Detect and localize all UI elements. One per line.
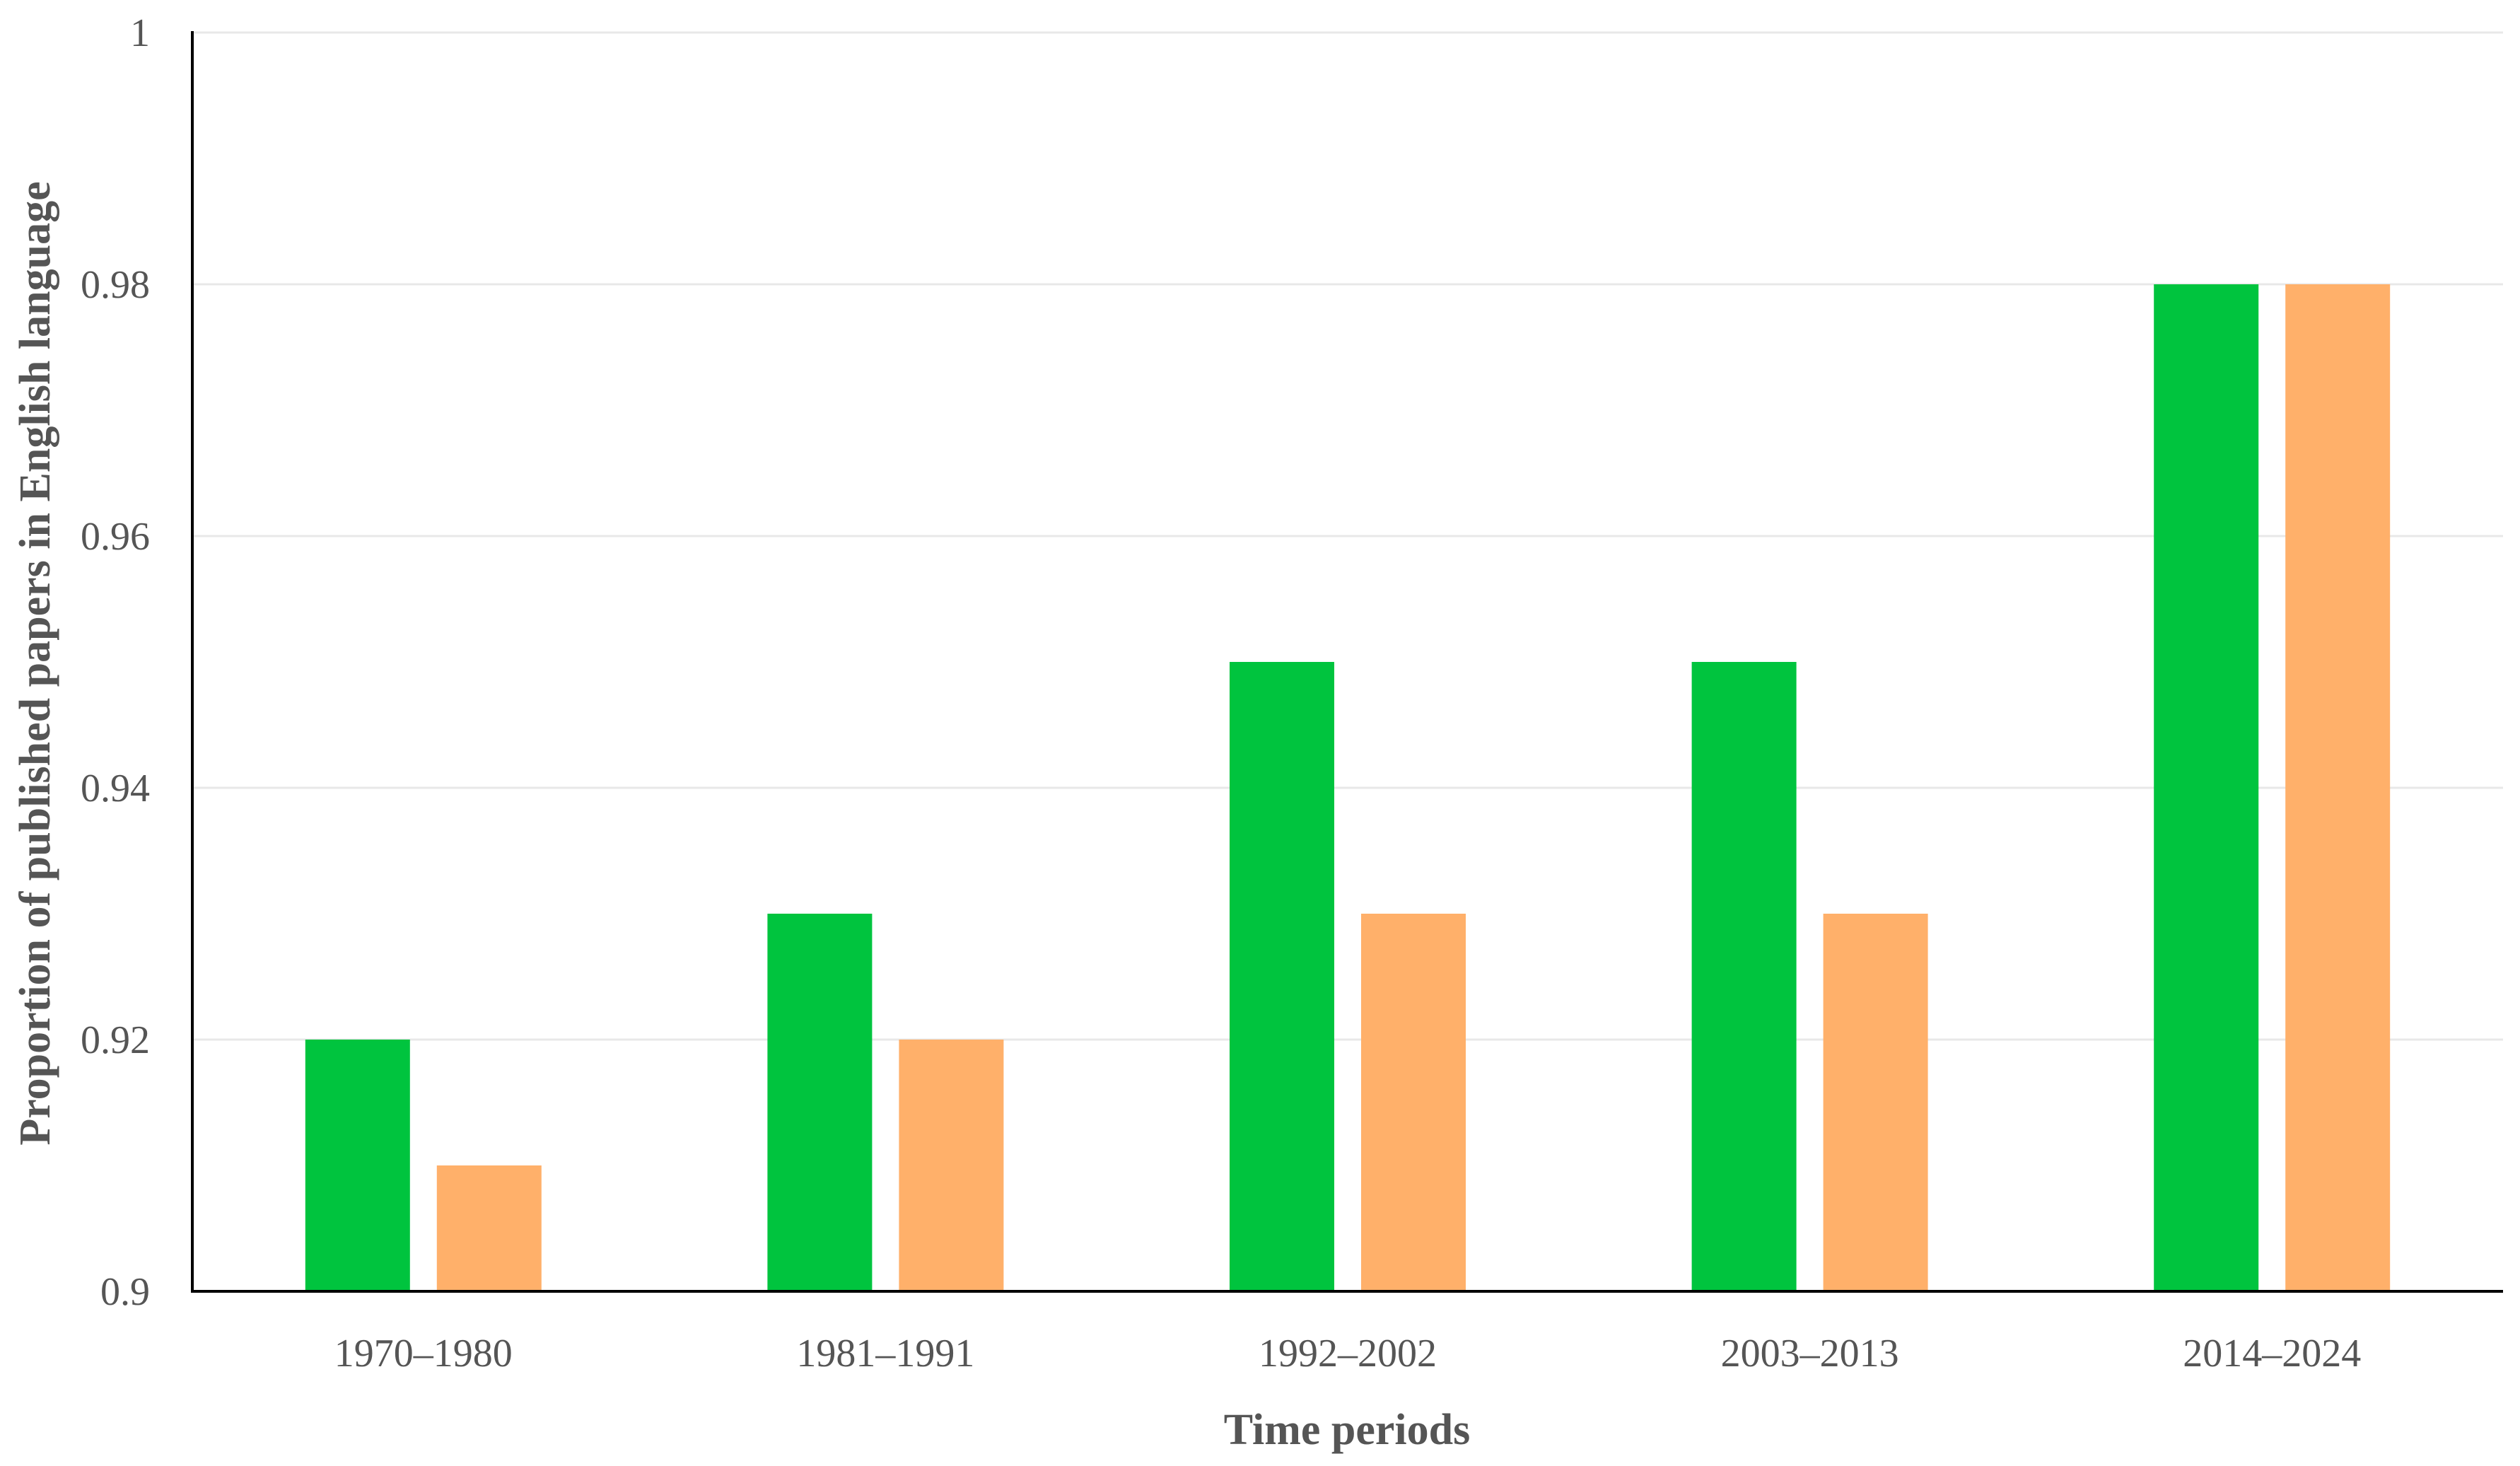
bar-series-1 — [1230, 662, 1334, 1291]
bar-series-1 — [1691, 662, 1797, 1291]
y-axis-title: Proportion of published papers in Englis… — [11, 181, 59, 1145]
bar-series-1 — [2154, 284, 2259, 1291]
y-tick-label: 0.9 — [100, 1270, 150, 1314]
bar-series-2 — [436, 1165, 542, 1291]
x-axis-title: Time periods — [1224, 1406, 1470, 1454]
y-tick-label: 0.92 — [81, 1018, 150, 1062]
bar-series-1 — [767, 914, 873, 1291]
x-tick-label: 1981–1991 — [796, 1332, 974, 1375]
x-tick-label: 2003–2013 — [1721, 1332, 1899, 1375]
y-tick-labels: 0.9 0.92 0.94 0.96 0.98 1 — [81, 11, 150, 1314]
axes — [191, 31, 2503, 1293]
bar-series-2 — [1823, 914, 1928, 1291]
bars — [305, 284, 2391, 1291]
gridlines — [192, 31, 2503, 1041]
bar-series-2 — [1361, 914, 1466, 1291]
bar-series-1 — [305, 1040, 410, 1291]
y-tick-label: 0.96 — [81, 515, 150, 559]
x-tick-label: 2014–2024 — [2183, 1332, 2361, 1375]
bar-series-2 — [899, 1040, 1004, 1291]
x-tick-labels: 1970–1980 1981–1991 1992–2002 2003–2013 2014… — [334, 1332, 2361, 1375]
bar-series-2 — [2285, 284, 2391, 1291]
y-tick-label: 1 — [130, 11, 150, 55]
x-tick-label: 1970–1980 — [334, 1332, 513, 1375]
x-tick-label: 1992–2002 — [1259, 1332, 1437, 1375]
y-tick-label: 0.98 — [81, 263, 150, 307]
y-tick-label: 0.94 — [81, 767, 150, 810]
